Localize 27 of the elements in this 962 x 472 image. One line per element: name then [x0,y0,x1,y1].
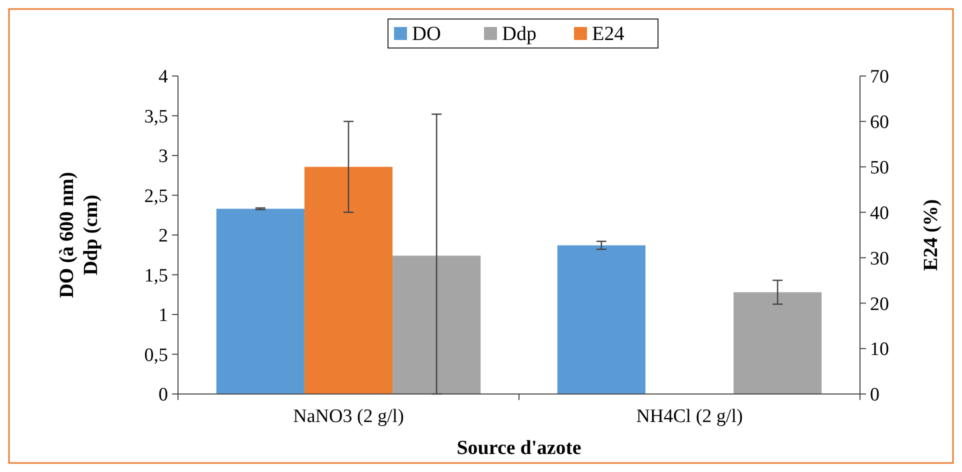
y2-tick-label: 30 [870,248,889,270]
legend-label: Ddp [502,23,536,45]
legend-label: E24 [592,23,624,45]
y-tick-label: 1 [158,305,168,326]
bar [734,292,822,394]
y-tick-label: 1,5 [144,265,168,286]
y2-axis-title: E24 (%) [920,199,942,271]
y-axis-title: DO (à 600 nm) Ddp (cm) [56,172,102,298]
y2-tick-label: 50 [870,158,889,179]
y-tick-label: 0,5 [144,344,168,366]
legend-label: DO [412,23,441,45]
x-axis-title: Source d'azote [456,437,582,459]
bar [557,245,646,394]
y-tick-label: 3 [158,146,168,168]
y-tick-label: 2,5 [144,186,168,207]
y-tick-label: 2 [158,226,168,247]
y2-tick-label: 10 [870,339,889,360]
y2-tick-label: 60 [870,112,889,134]
y2-tick-label: 0 [870,384,880,406]
x-tick-label: NH4Cl (2 g/l) [636,406,743,427]
y-tick-label: 4 [158,66,168,88]
y2-tick-label: 40 [870,202,889,224]
y-tick-label: 0 [158,384,168,406]
x-tick-label: NaNO3 (2 g/l) [293,406,404,427]
y-tick-label: 3,5 [144,106,168,128]
y2-tick-label: 20 [870,294,889,315]
y2-tick-label: 70 [870,66,889,88]
